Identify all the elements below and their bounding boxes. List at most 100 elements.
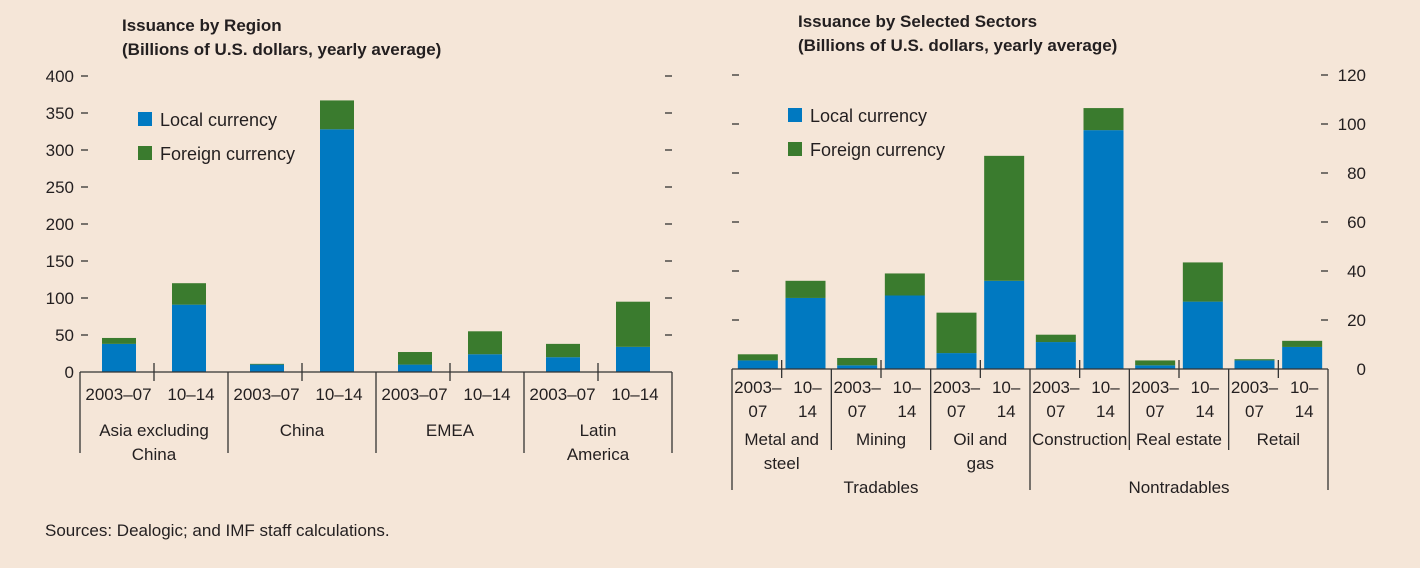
group-label: Mining bbox=[856, 430, 906, 449]
bar-foreign-currency bbox=[1234, 359, 1275, 361]
bar-foreign-currency bbox=[884, 273, 925, 296]
bar-local-currency bbox=[785, 297, 826, 369]
bar-local-currency bbox=[737, 360, 778, 369]
bar-local-currency bbox=[102, 343, 136, 372]
bar-foreign-currency bbox=[785, 280, 826, 298]
period-label: 2003– bbox=[933, 378, 981, 397]
group-label: Construction bbox=[1032, 430, 1127, 449]
group-label: America bbox=[567, 445, 630, 464]
region-chart-title: Issuance by Region bbox=[122, 16, 282, 35]
legend-label-foreign: Foreign currency bbox=[160, 144, 295, 164]
bar-local-currency bbox=[884, 295, 925, 369]
bar-local-currency bbox=[1282, 346, 1323, 369]
y-tick-label: 400 bbox=[46, 67, 74, 86]
bar-foreign-currency bbox=[320, 100, 354, 130]
bar-foreign-currency bbox=[1135, 360, 1176, 366]
period-label: 2003– bbox=[1231, 378, 1279, 397]
period-label: 07 bbox=[848, 402, 867, 421]
bar-local-currency bbox=[172, 304, 206, 372]
group-label: Metal and bbox=[744, 430, 819, 449]
bar-foreign-currency bbox=[398, 352, 432, 365]
y-tick-label: 40 bbox=[1347, 262, 1366, 281]
bar-local-currency bbox=[250, 364, 284, 372]
period-label: 14 bbox=[1195, 402, 1214, 421]
legend-swatch-foreign bbox=[788, 142, 802, 156]
region-chart-legend: Local currency Foreign currency bbox=[138, 110, 295, 164]
y-tick-label: 120 bbox=[1338, 66, 1366, 85]
y-tick-label: 250 bbox=[46, 178, 74, 197]
legend-label-local: Local currency bbox=[160, 110, 277, 130]
bar-foreign-currency bbox=[172, 283, 206, 305]
y-tick-label: 100 bbox=[1338, 115, 1366, 134]
period-label: 14 bbox=[997, 402, 1016, 421]
sector-chart-title: Issuance by Selected Sectors bbox=[798, 12, 1037, 31]
bar-foreign-currency bbox=[546, 343, 580, 358]
bar-local-currency bbox=[1083, 130, 1124, 369]
y-tick-label: 200 bbox=[46, 215, 74, 234]
sector-chart: Issuance by Selected Sectors (Billions o… bbox=[731, 12, 1366, 497]
bar-foreign-currency bbox=[102, 337, 136, 344]
group-label: Asia excluding bbox=[99, 421, 209, 440]
group-label: Latin bbox=[580, 421, 617, 440]
period-label: 2003–07 bbox=[233, 385, 299, 404]
period-label: 10– bbox=[1091, 378, 1120, 397]
period-label: 14 bbox=[1295, 402, 1314, 421]
sector-chart-legend: Local currency Foreign currency bbox=[788, 106, 945, 160]
period-label: 07 bbox=[1146, 402, 1165, 421]
group-label: Retail bbox=[1257, 430, 1300, 449]
supergroup-label: Tradables bbox=[844, 478, 919, 497]
period-label: 10–14 bbox=[315, 385, 362, 404]
legend-swatch-local bbox=[138, 112, 152, 126]
y-tick-label: 350 bbox=[46, 104, 74, 123]
period-label: 2003– bbox=[734, 378, 782, 397]
source-note: Sources: Dealogic; and IMF staff calcula… bbox=[45, 521, 390, 540]
bar-local-currency bbox=[837, 365, 878, 369]
y-tick-label: 150 bbox=[46, 252, 74, 271]
period-label: 10–14 bbox=[463, 385, 510, 404]
y-tick-label: 100 bbox=[46, 289, 74, 308]
bar-foreign-currency bbox=[1282, 340, 1323, 347]
bar-local-currency bbox=[984, 280, 1025, 369]
period-label: 07 bbox=[1046, 402, 1065, 421]
period-label: 10– bbox=[992, 378, 1021, 397]
period-label: 2003–07 bbox=[529, 385, 595, 404]
period-label: 2003–07 bbox=[85, 385, 151, 404]
bar-local-currency bbox=[616, 346, 650, 372]
y-tick-label: 0 bbox=[65, 363, 74, 382]
bar-local-currency bbox=[1035, 342, 1076, 369]
bar-local-currency bbox=[546, 357, 580, 372]
bar-local-currency bbox=[936, 353, 977, 369]
group-label: Real estate bbox=[1136, 430, 1222, 449]
period-label: 2003– bbox=[834, 378, 882, 397]
sector-chart-subtitle: (Billions of U.S. dollars, yearly averag… bbox=[798, 36, 1117, 55]
period-label: 10– bbox=[893, 378, 922, 397]
y-tick-label: 300 bbox=[46, 141, 74, 160]
bar-foreign-currency bbox=[1035, 334, 1076, 343]
supergroup-label: Nontradables bbox=[1128, 478, 1229, 497]
group-label: Oil and bbox=[953, 430, 1007, 449]
bar-foreign-currency bbox=[468, 331, 502, 355]
period-label: 10– bbox=[793, 378, 822, 397]
period-label: 2003– bbox=[1132, 378, 1180, 397]
group-label: gas bbox=[967, 454, 994, 473]
period-label: 10– bbox=[1290, 378, 1319, 397]
bar-local-currency bbox=[1135, 365, 1176, 369]
group-label: China bbox=[132, 445, 177, 464]
bar-foreign-currency bbox=[250, 363, 284, 365]
legend-label-foreign: Foreign currency bbox=[810, 140, 945, 160]
y-tick-label: 20 bbox=[1347, 311, 1366, 330]
group-label: steel bbox=[764, 454, 800, 473]
group-label: China bbox=[280, 421, 325, 440]
bar-foreign-currency bbox=[936, 312, 977, 354]
y-tick-label: 80 bbox=[1347, 164, 1366, 183]
bar-foreign-currency bbox=[1182, 262, 1223, 302]
legend-swatch-local bbox=[788, 108, 802, 122]
period-label: 07 bbox=[947, 402, 966, 421]
bar-local-currency bbox=[320, 129, 354, 372]
period-label: 2003–07 bbox=[381, 385, 447, 404]
bar-local-currency bbox=[398, 364, 432, 372]
bar-foreign-currency bbox=[616, 301, 650, 347]
y-tick-label: 50 bbox=[55, 326, 74, 345]
period-label: 14 bbox=[798, 402, 817, 421]
